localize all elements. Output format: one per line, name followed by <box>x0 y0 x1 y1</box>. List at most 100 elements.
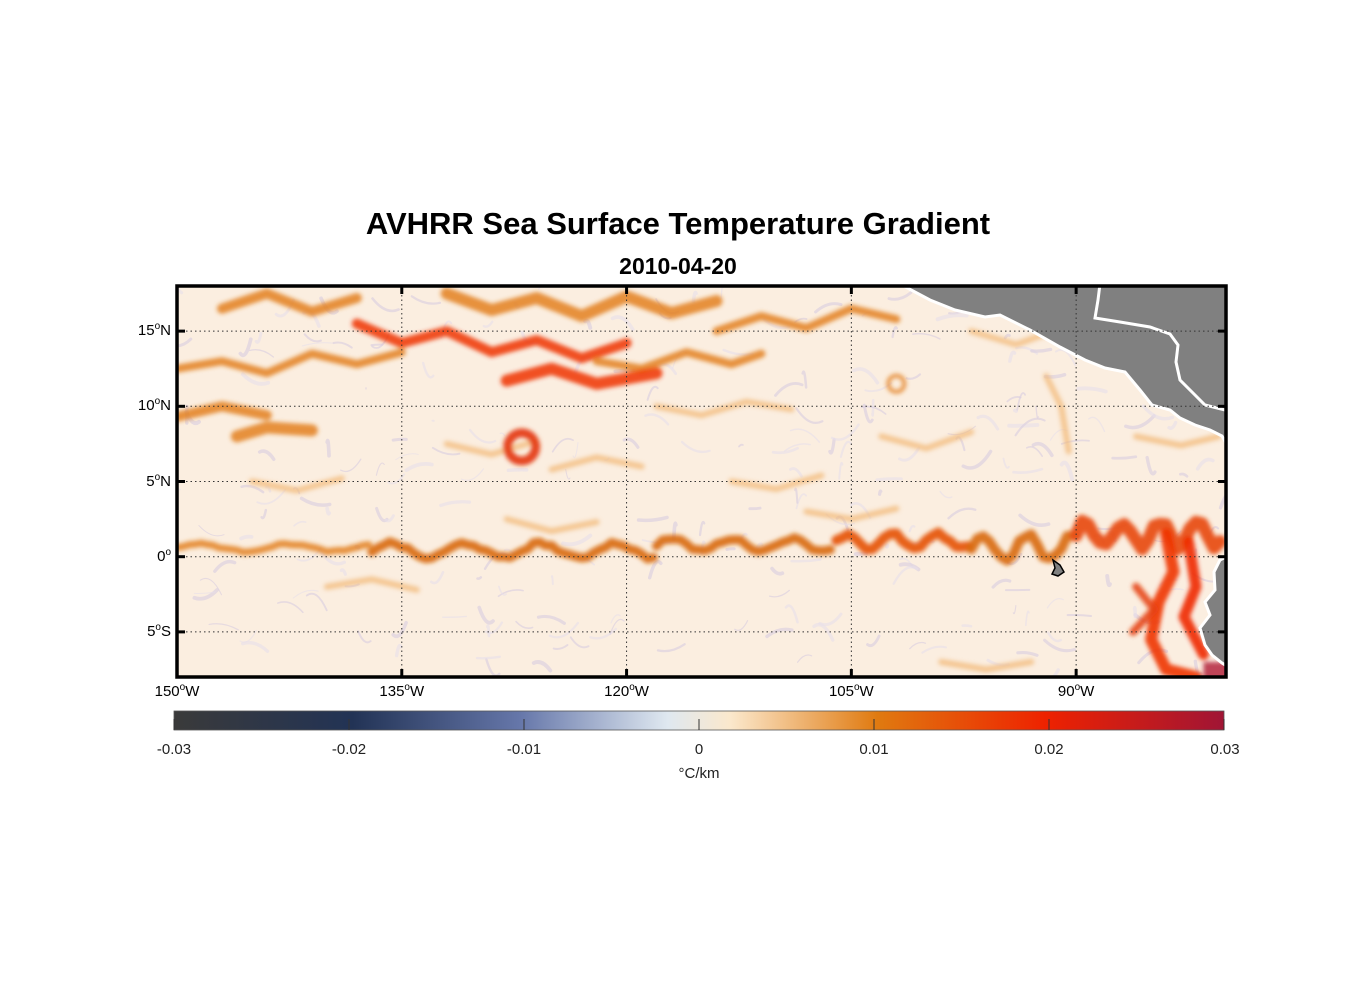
texture-streak <box>1111 455 1138 460</box>
texture-streak <box>375 462 385 476</box>
texture-streak <box>239 534 254 541</box>
texture-streak <box>912 332 941 340</box>
sst-front <box>831 527 974 555</box>
texture-streak <box>828 438 836 455</box>
texture-streak <box>499 432 506 437</box>
colorbar-tick-label: -0.02 <box>331 741 367 758</box>
texture-streak <box>1076 386 1108 394</box>
texture-streak <box>892 565 919 585</box>
texture-streak <box>771 446 799 455</box>
texture-streak <box>193 591 216 595</box>
texture-streak <box>239 629 257 643</box>
texture-streak <box>636 515 669 523</box>
texture-streak <box>814 302 843 314</box>
texture-streak <box>410 295 442 305</box>
latitude-label: 5oN <box>146 471 171 490</box>
texture-streak <box>794 487 799 504</box>
texture-streak <box>515 620 534 630</box>
texture-streak <box>421 361 435 379</box>
texture-streak <box>976 414 1000 431</box>
sst-front <box>653 398 795 419</box>
texture-streak <box>768 589 791 598</box>
texture-streak <box>213 559 237 573</box>
texture-streak <box>395 453 419 461</box>
texture-streak <box>961 624 973 628</box>
texture-streak <box>801 370 808 389</box>
sst-front <box>966 529 1079 566</box>
texture-streak <box>991 578 1012 589</box>
texture-streak <box>482 320 494 328</box>
land-masses <box>900 286 1226 668</box>
texture-streak <box>325 506 332 516</box>
texture-streak <box>796 654 813 663</box>
sst-front <box>248 475 345 494</box>
texture-streak <box>1014 417 1046 437</box>
texture-streak <box>371 297 400 313</box>
texture-streak <box>254 331 263 344</box>
land-south-america <box>1198 555 1226 668</box>
texture-streak <box>1105 574 1112 588</box>
texture-streak <box>734 620 749 632</box>
texture-streak <box>1008 350 1017 363</box>
texture-streak <box>293 520 307 527</box>
texture-streak <box>475 655 501 660</box>
texture-streak <box>644 413 670 426</box>
texture-streak <box>691 290 698 304</box>
texture-streak <box>460 468 485 481</box>
texture-streak <box>1043 638 1076 653</box>
texture-streak <box>1132 605 1138 619</box>
sst-front <box>177 348 406 378</box>
sst-front <box>548 454 645 473</box>
texture-streak <box>391 620 408 639</box>
texture-streak <box>477 605 495 625</box>
texture-streak <box>1013 408 1019 413</box>
texture-streak <box>1025 445 1044 458</box>
texture-streak <box>887 291 913 301</box>
texture-streak <box>565 468 571 480</box>
map-title: AVHRR Sea Surface Temperature Gradient <box>365 206 991 241</box>
texture-streak <box>656 643 686 653</box>
texture-streak <box>765 627 794 639</box>
texture-streak <box>305 592 328 612</box>
texture-streak <box>339 568 347 576</box>
texture-streak <box>498 585 508 596</box>
texture-streak <box>961 449 993 470</box>
texture-streak <box>909 641 927 650</box>
texture-streak <box>905 373 922 380</box>
texture-streak <box>256 488 287 505</box>
colorbar-tick-label: 0.02 <box>1034 741 1064 758</box>
sst-front <box>351 318 632 364</box>
colorbar-tick-label: -0.01 <box>506 741 542 758</box>
texture-streak <box>812 622 835 642</box>
texture-streak <box>357 630 372 644</box>
texture-streak <box>784 604 799 624</box>
texture-streak <box>551 437 574 453</box>
texture-streak <box>862 403 874 424</box>
texture-streak <box>646 385 659 401</box>
sst-front <box>1043 373 1072 455</box>
latitude-label: 15oN <box>137 321 171 340</box>
texture-streak <box>561 533 593 547</box>
texture-streak <box>1141 404 1175 421</box>
texture-streak <box>548 621 579 639</box>
texture-streak <box>1167 420 1178 430</box>
sst-front <box>728 472 825 492</box>
texture-streak <box>332 341 353 349</box>
texture-streak <box>442 615 467 619</box>
texture-streak <box>680 440 711 454</box>
longitude-label: 135oW <box>379 682 425 700</box>
colorbar-ticks <box>173 719 1225 730</box>
texture-streak <box>476 576 483 580</box>
texture-streak <box>790 558 822 563</box>
texture-streak <box>538 286 546 290</box>
texture-streak <box>774 382 804 397</box>
texture-streak <box>1031 441 1054 458</box>
longitude-label: 150oW <box>154 682 200 700</box>
texture-streak <box>572 442 579 459</box>
texture-streak <box>277 601 304 614</box>
sst-front <box>440 287 723 323</box>
sst-front <box>367 537 658 564</box>
texture-streak <box>249 349 275 358</box>
texture-streak <box>783 443 811 452</box>
